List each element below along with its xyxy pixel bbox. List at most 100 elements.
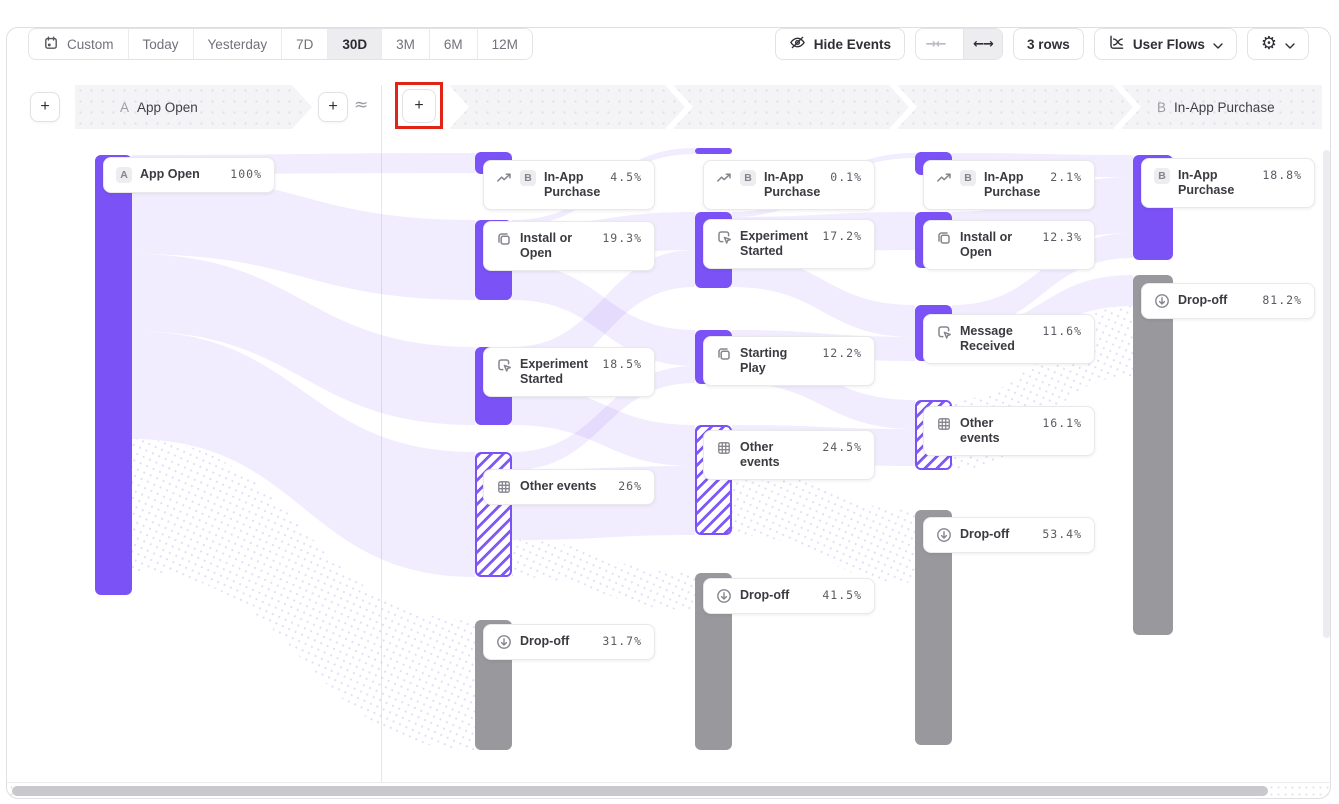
node-percentage: 26% xyxy=(618,479,642,493)
flow-node-step3-experiment-started[interactable]: Experiment Started 17.2% xyxy=(703,219,875,269)
dropoff-icon xyxy=(496,634,512,650)
horizontal-scrollbar-thumb[interactable] xyxy=(12,786,1268,796)
flow-node-step3-drop-off[interactable]: Drop-off 41.5% xyxy=(703,578,875,614)
range-30d[interactable]: 30D xyxy=(327,29,382,59)
node-label: Drop-off xyxy=(740,588,790,602)
vertical-scrollbar-thumb[interactable] xyxy=(1323,150,1330,638)
node-label: In-App Purchase xyxy=(544,170,601,199)
flow-node-step4-message-received[interactable]: Message Received 11.6% xyxy=(923,314,1095,364)
node-percentage: 16.1% xyxy=(1042,416,1082,430)
node-label: In-App Purchase xyxy=(1178,168,1235,197)
range-3m[interactable]: 3M xyxy=(381,29,429,59)
flow-node-step3-other-events[interactable]: Other events 24.5% xyxy=(703,430,875,480)
node-label: Install or Open xyxy=(520,231,573,260)
flow-bar-step3-in-app-purchase[interactable] xyxy=(695,148,732,154)
node-label: Other events xyxy=(960,416,1000,445)
chevron-down-icon xyxy=(1213,37,1223,52)
range-label: 12M xyxy=(491,36,518,52)
node-percentage: 19.3% xyxy=(602,231,642,245)
rows-button[interactable]: 3 rows xyxy=(1013,28,1084,60)
node-label: In-App Purchase xyxy=(764,170,821,199)
flow-node-step2-drop-off[interactable]: Drop-off 31.7% xyxy=(483,624,655,660)
step-label-app-open: App Open xyxy=(137,99,198,115)
step-label-in-app-purchase: In-App Purchase xyxy=(1174,99,1275,115)
click-icon xyxy=(496,357,512,373)
flow-node-step3-in-app-purchase[interactable]: B In-App Purchase 0.1% xyxy=(703,160,875,210)
view-type-label: User Flows xyxy=(1132,36,1205,52)
grid-icon xyxy=(936,416,952,432)
flow-bar-step1-app-open[interactable] xyxy=(95,155,132,595)
flow-node-step2-in-app-purchase[interactable]: B In-App Purchase 4.5% xyxy=(483,160,655,210)
grid-icon xyxy=(716,440,732,456)
node-label: Starting Play xyxy=(740,346,788,375)
view-type-dropdown[interactable]: User Flows xyxy=(1093,28,1237,60)
flow-node-step3-starting-play[interactable]: Starting Play 12.2% xyxy=(703,336,875,386)
node-percentage: 31.7% xyxy=(602,634,642,648)
range-label: 6M xyxy=(443,36,463,52)
step-band-2[interactable] xyxy=(449,85,685,129)
node-percentage: 12.2% xyxy=(822,346,862,360)
expand-columns-button[interactable]: ←→ xyxy=(963,29,1003,59)
step-band-3[interactable] xyxy=(673,85,909,129)
range-yesterday[interactable]: Yesterday xyxy=(192,29,282,59)
dropoff-icon xyxy=(936,527,952,543)
trend-icon xyxy=(716,170,732,186)
flow-node-step2-other-events[interactable]: Other events 26% xyxy=(483,469,655,505)
range-12m[interactable]: 12M xyxy=(476,29,532,59)
flow-node-step2-experiment-started[interactable]: Experiment Started 18.5% xyxy=(483,347,655,397)
node-percentage: 81.2% xyxy=(1262,293,1302,307)
node-percentage: 0.1% xyxy=(830,170,862,184)
range-label: 30D xyxy=(342,36,368,52)
step-letter-b: B xyxy=(1157,99,1167,115)
squares-icon xyxy=(716,346,732,362)
add-step-button[interactable]: + xyxy=(402,88,436,123)
flow-node-step4-other-events[interactable]: Other events 16.1% xyxy=(923,406,1095,456)
click-icon xyxy=(716,229,732,245)
flow-node-step1-app-open[interactable]: A App Open 100% xyxy=(103,157,275,193)
node-label: Experiment Started xyxy=(520,357,589,386)
node-label: In-App Purchase xyxy=(984,170,1041,199)
event-badge-b: B xyxy=(1154,168,1170,184)
range-label: 3M xyxy=(396,36,415,52)
node-label: Other events xyxy=(520,479,597,493)
toolbar-right: Hide Events →← ←→ 3 rows User Flows ⚙ xyxy=(774,28,1309,60)
calendar-icon xyxy=(43,35,59,54)
range-6m[interactable]: 6M xyxy=(428,29,477,59)
add-step-after-start-button[interactable]: + xyxy=(318,92,348,122)
range-7d[interactable]: 7D xyxy=(281,29,328,59)
flow-node-step4-in-app-purchase[interactable]: B In-App Purchase 2.1% xyxy=(923,160,1095,210)
user-flows-icon xyxy=(1108,34,1125,54)
node-percentage: 24.5% xyxy=(822,440,862,454)
node-percentage: 11.6% xyxy=(1042,324,1082,338)
node-percentage: 53.4% xyxy=(1042,527,1082,541)
gear-icon: ⚙ xyxy=(1260,33,1277,54)
step-band-4[interactable] xyxy=(897,85,1133,129)
flow-node-step4-drop-off[interactable]: Drop-off 53.4% xyxy=(923,517,1095,553)
range-today[interactable]: Today xyxy=(127,29,193,59)
approx-separator: ≈ xyxy=(354,95,369,115)
hide-events-button[interactable]: Hide Events xyxy=(774,28,906,60)
event-badge-b: B xyxy=(960,170,976,186)
flow-node-step4-install-or-open[interactable]: Install or Open 12.3% xyxy=(923,220,1095,270)
step-letter-a: A xyxy=(120,99,130,115)
flow-node-step5-in-app-purchase[interactable]: B In-App Purchase 18.8% xyxy=(1141,158,1315,208)
eye-off-icon xyxy=(789,34,806,54)
step-band-app-open[interactable]: A App Open xyxy=(75,85,312,129)
node-label: Other events xyxy=(740,440,780,469)
node-percentage: 4.5% xyxy=(610,170,642,184)
range-custom[interactable]: Custom xyxy=(29,29,128,59)
settings-dropdown[interactable]: ⚙ xyxy=(1246,28,1309,60)
node-percentage: 100% xyxy=(230,167,262,181)
flow-node-step2-install-or-open[interactable]: Install or Open 19.3% xyxy=(483,221,655,271)
flow-node-step5-drop-off[interactable]: Drop-off 81.2% xyxy=(1141,283,1315,319)
node-percentage: 17.2% xyxy=(822,229,862,243)
panel-divider xyxy=(381,85,382,782)
collapse-columns-button[interactable]: →← xyxy=(925,36,947,52)
node-percentage: 18.8% xyxy=(1262,168,1302,182)
range-label: 7D xyxy=(296,36,314,52)
chart-bottom-divider xyxy=(7,782,1331,783)
trend-icon xyxy=(936,170,952,186)
step-band-in-app-purchase[interactable]: B In-App Purchase xyxy=(1121,85,1322,129)
flow-bar-step5-drop-off[interactable] xyxy=(1133,275,1173,635)
add-step-start-button[interactable]: + xyxy=(30,92,60,122)
